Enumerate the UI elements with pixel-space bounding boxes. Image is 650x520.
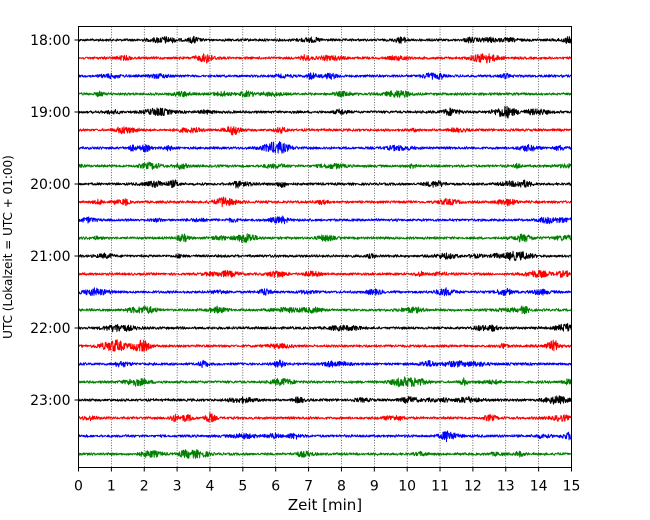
y-tick-label-2200: 22:00 [30,321,70,337]
trace-1815 [78,53,572,64]
y-axis-label: UTC (Lokalzeit = UTC + 01:00) [1,155,15,339]
trace-2345 [78,449,572,459]
trace-2145 [78,305,572,315]
trace-2200 [78,323,572,333]
x-tick-label-11: 11 [431,479,449,495]
x-tick-label-1: 1 [107,479,116,495]
x-tick-label-0: 0 [74,479,83,495]
trace-1945 [78,161,572,170]
x-tick-label-5: 5 [238,479,247,495]
trace-2045 [78,233,572,244]
x-tick-label-14: 14 [530,479,548,495]
y-tick-label-1800: 18:00 [30,33,70,49]
trace-2015 [78,196,572,208]
trace-2315 [78,412,572,423]
plot-frame [78,26,572,468]
trace-2330 [78,430,572,443]
y-tick-label-1900: 19:00 [30,105,70,121]
trace-group [78,35,572,459]
trace-1930 [78,141,572,154]
x-tick-label-8: 8 [337,479,346,495]
x-tick-label-7: 7 [304,479,313,495]
trace-2115 [78,269,572,279]
x-tick-label-4: 4 [206,479,215,495]
trace-2000 [78,179,572,189]
x-axis: 0 1 2 3 4 5 6 7 8 9 10 11 12 13 14 15 [74,467,581,495]
x-axis-label: Zeit [min] [288,496,362,514]
x-tick-label-9: 9 [370,479,379,495]
x-tick-label-2: 2 [140,479,149,495]
x-tick-label-15: 15 [563,479,581,495]
x-tick-label-3: 3 [173,479,182,495]
trace-1800 [78,35,572,44]
x-tick-label-6: 6 [271,479,280,495]
trace-1900 [78,105,572,119]
grid-lines [111,26,539,468]
trace-2230 [78,359,572,369]
trace-2245 [78,376,572,388]
trace-2030 [78,215,572,225]
x-tick-label-12: 12 [464,479,482,495]
trace-2215 [78,339,572,352]
trace-2130 [78,287,572,297]
trace-1830 [78,72,572,80]
y-tick-label-2000: 20:00 [30,177,70,193]
y-axis: 18:00 19:00 20:00 21:00 22:00 23:00 [30,33,79,409]
y-tick-label-2100: 21:00 [30,249,70,265]
trace-1845 [78,89,572,98]
x-tick-label-13: 13 [497,479,515,495]
x-tick-label-10: 10 [398,479,416,495]
trace-2100 [78,250,572,261]
y-tick-label-2300: 23:00 [30,393,70,409]
trace-1915 [78,126,572,136]
trace-2300 [78,395,572,405]
